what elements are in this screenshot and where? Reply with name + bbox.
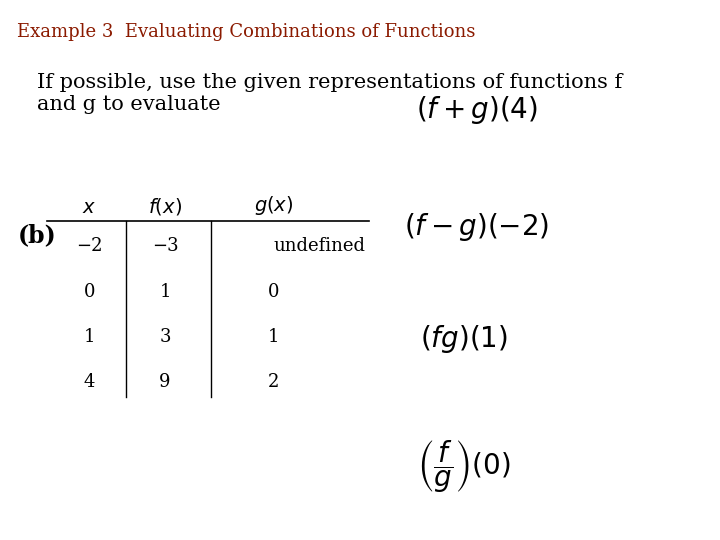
- Text: 1: 1: [159, 282, 171, 301]
- Text: 0: 0: [84, 282, 95, 301]
- Text: 9: 9: [159, 373, 171, 391]
- Text: 1: 1: [268, 328, 279, 346]
- Text: $(fg)(1)$: $(fg)(1)$: [420, 323, 508, 355]
- Text: $x$: $x$: [82, 199, 96, 217]
- Text: $\left(\dfrac{f}{g}\right)(0)$: $\left(\dfrac{f}{g}\right)(0)$: [417, 438, 510, 495]
- Text: −3: −3: [152, 238, 179, 255]
- Text: undefined: undefined: [274, 238, 365, 255]
- Text: $(f+g)(4)$: $(f+g)(4)$: [416, 94, 538, 126]
- Text: −2: −2: [76, 238, 103, 255]
- Text: If possible, use the given representations of functions f
and g to evaluate: If possible, use the given representatio…: [37, 73, 622, 114]
- Text: (b): (b): [17, 224, 56, 247]
- Text: 0: 0: [268, 282, 279, 301]
- Text: Example 3  Evaluating Combinations of Functions: Example 3 Evaluating Combinations of Fun…: [17, 23, 476, 41]
- Text: $f(x)$: $f(x)$: [148, 196, 182, 217]
- Text: 1: 1: [84, 328, 95, 346]
- Text: $g(x)$: $g(x)$: [253, 194, 293, 217]
- Text: $(f-g)(-2)$: $(f-g)(-2)$: [404, 212, 549, 244]
- Text: 4: 4: [84, 373, 95, 391]
- Text: 2: 2: [268, 373, 279, 391]
- Text: 3: 3: [159, 328, 171, 346]
